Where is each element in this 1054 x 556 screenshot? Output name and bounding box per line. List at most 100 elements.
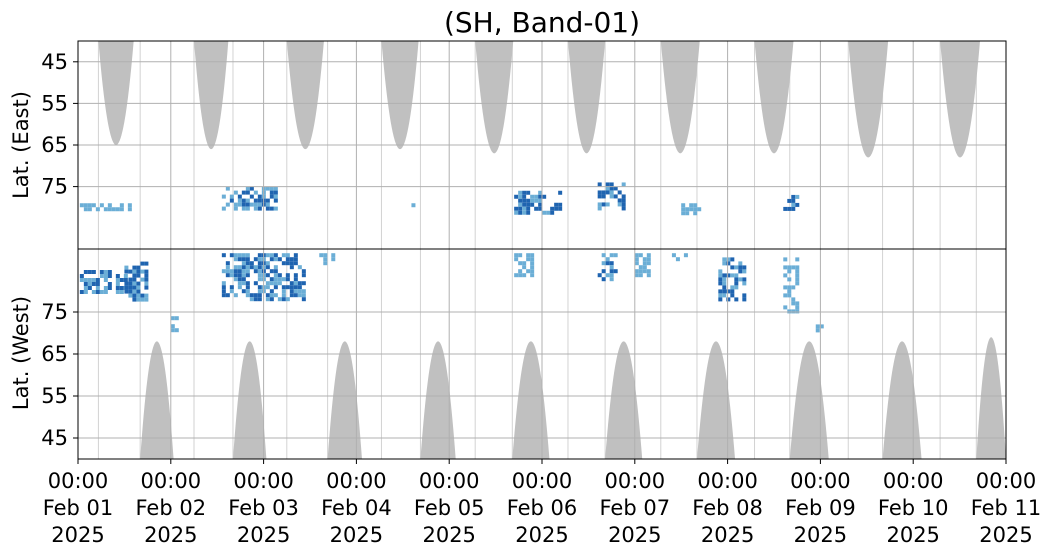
activity-cell [253,297,258,302]
activity-cell [119,286,124,290]
activity-cell [132,273,137,278]
activity-cell [289,293,294,298]
activity-cell [87,286,92,290]
activity-cell [530,269,535,274]
activity-cell [289,257,294,262]
activity-cell [293,285,298,290]
activity-cell [237,269,242,274]
activity-cell [791,206,796,211]
activity-cell [605,202,610,207]
activity-cell [742,281,747,286]
activity-cell [221,281,226,286]
activity-cell [642,261,647,266]
activity-heatmap [79,182,824,333]
activity-cell [136,297,141,302]
activity-cell [293,289,298,294]
activity-cell [609,182,614,187]
activity-cell [795,281,800,286]
activity-cell [237,257,242,262]
activity-cell [127,203,132,208]
activity-cell [237,202,242,207]
activity-cell [257,273,262,278]
x-tick-label: Feb 02 [136,496,207,520]
x-tick-label: 00:00 [48,469,109,493]
activity-cell [253,198,258,203]
activity-cell [693,203,698,208]
activity-cell [722,289,727,294]
activity-cell [742,293,747,298]
activity-cell [241,253,246,258]
activity-cell [277,257,282,262]
activity-cell [123,274,128,278]
activity-cell [115,274,120,278]
activity-cell [530,202,535,207]
activity-cell [787,309,792,314]
activity-cell [734,297,739,302]
activity-cell [597,273,602,278]
activity-cell [787,206,792,211]
activity-cell [136,289,141,294]
activity-cell [233,269,238,274]
activity-cell [241,257,246,262]
activity-cell [791,202,796,207]
activity-cell [609,194,614,199]
x-tick-label: 2025 [886,523,939,547]
activity-cell [229,253,234,258]
activity-cell [538,202,543,207]
activity-cell [534,194,539,199]
activity-cell [91,270,96,274]
activity-cell [634,253,639,258]
activity-cell [289,261,294,266]
activity-cell [617,198,622,203]
activity-cell [638,273,643,278]
activity-cell [285,285,290,290]
shaded-region-east [194,41,229,150]
activity-cell [144,273,149,278]
activity-cell [269,277,274,282]
activity-cell [257,289,262,294]
activity-cell [514,253,519,258]
activity-cell [601,202,606,207]
activity-cell [281,285,286,290]
activity-cell [79,274,84,278]
shaded-region-west [327,341,362,459]
activity-cell [718,269,723,274]
activity-cell [601,253,606,258]
activity-cell [601,277,606,282]
x-tick-label: 00:00 [883,469,944,493]
activity-cell [221,269,226,274]
activity-cell [293,257,298,262]
activity-cell [241,273,246,278]
activity-cell [119,207,124,212]
activity-cell [241,265,246,270]
activity-cell [107,203,112,208]
activity-cell [646,273,651,278]
activity-cell [522,198,527,203]
activity-cell [681,211,686,216]
y-tick-label-west: 45 [41,426,68,450]
activity-cell [273,281,278,286]
activity-cell [221,194,226,199]
activity-cell [683,253,688,258]
activity-cell [791,285,796,290]
activity-cell [795,301,800,306]
x-tick-label: 2025 [51,523,104,547]
shaded-region-east [567,41,606,154]
activity-cell [277,277,282,282]
activity-cell [115,286,120,290]
activity-cell [301,297,306,302]
activity-cell [170,316,175,321]
activity-cell [787,198,792,203]
activity-cell [285,257,290,262]
activity-cell [722,293,727,298]
activity-cell [233,265,238,270]
shaded-region-east [98,41,134,145]
activity-cell [526,210,531,215]
activity-cell [526,269,531,274]
activity-cell [693,207,698,212]
activity-cell [522,210,527,215]
activity-cell [734,265,739,270]
y-tick-label-east: 65 [41,133,68,157]
activity-cell [95,278,100,282]
activity-cell [538,190,543,195]
